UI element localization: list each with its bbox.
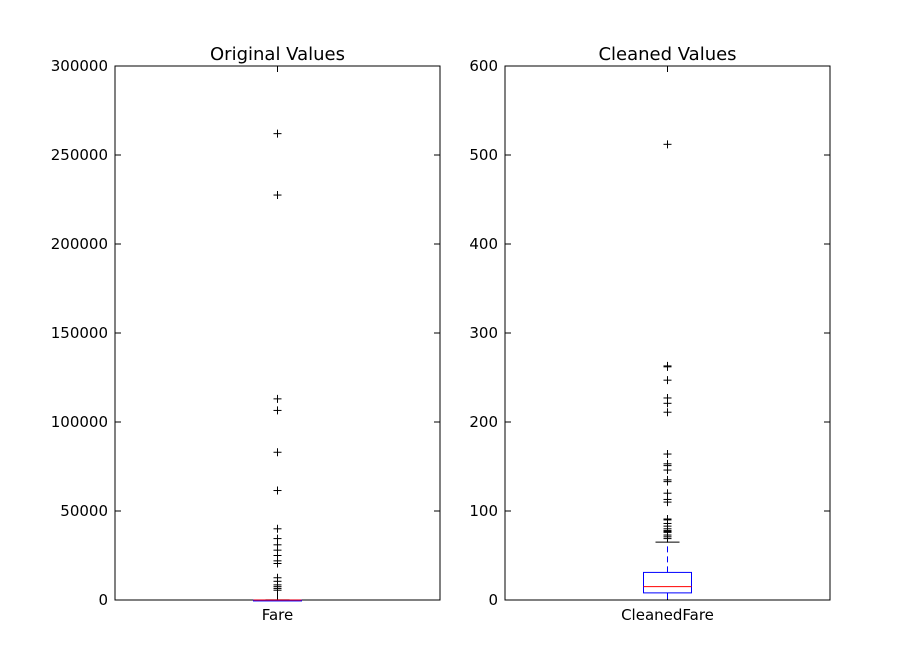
outlier-point [273, 394, 282, 403]
y-tick-label: 300000 [51, 57, 108, 75]
iqr-box [643, 571, 692, 594]
y-axis: 0 50000 100000 150000 200000 250000 300000 [51, 57, 440, 609]
outlier-point [273, 559, 282, 568]
y-axis: 0 100 200 300 400 500 600 [469, 57, 830, 609]
outlier-point [663, 399, 672, 408]
outlier-point [663, 466, 672, 475]
y-tick-label: 0 [98, 591, 108, 609]
plot-area [114, 65, 441, 601]
box-plot [643, 140, 692, 601]
outlier-point [663, 376, 672, 385]
outlier-point [273, 129, 282, 138]
outlier-point [663, 362, 672, 371]
y-tick-label: 200000 [51, 235, 108, 253]
outlier-point [273, 406, 282, 415]
outlier-point [663, 498, 672, 507]
outlier-point [273, 448, 282, 457]
x-tick-label: Fare [262, 606, 294, 624]
y-tick-label: 100000 [51, 413, 108, 431]
outlier-point [663, 477, 672, 486]
box-plot [253, 129, 302, 602]
y-tick-label: 300 [469, 324, 498, 342]
outlier-point [663, 140, 672, 149]
y-tick-label: 0 [488, 591, 498, 609]
subplot-original: Original Values 0 50000 100000 150000 200000… [51, 44, 441, 624]
y-tick-label: 200 [469, 413, 498, 431]
x-tick-label: CleanedFare [621, 606, 714, 624]
y-tick-label: 100 [469, 502, 498, 520]
subplot-cleaned: Cleaned Values 0 100 200 300 400 500 600 Clean… [469, 44, 831, 624]
y-tick-label: 150000 [51, 324, 108, 342]
outlier-point [663, 450, 672, 459]
y-tick-label: 600 [469, 57, 498, 75]
y-tick-label: 400 [469, 235, 498, 253]
subplot-title: Original Values [210, 44, 345, 65]
y-tick-label: 250000 [51, 146, 108, 164]
outlier-point [273, 586, 282, 595]
outlier-point [663, 534, 672, 543]
outlier-point [663, 408, 672, 417]
outlier-point [273, 191, 282, 200]
outlier-point [273, 524, 282, 533]
y-tick-label: 50000 [60, 502, 108, 520]
outlier-point [273, 486, 282, 495]
subplot-title: Cleaned Values [598, 44, 736, 65]
y-tick-label: 500 [469, 146, 498, 164]
